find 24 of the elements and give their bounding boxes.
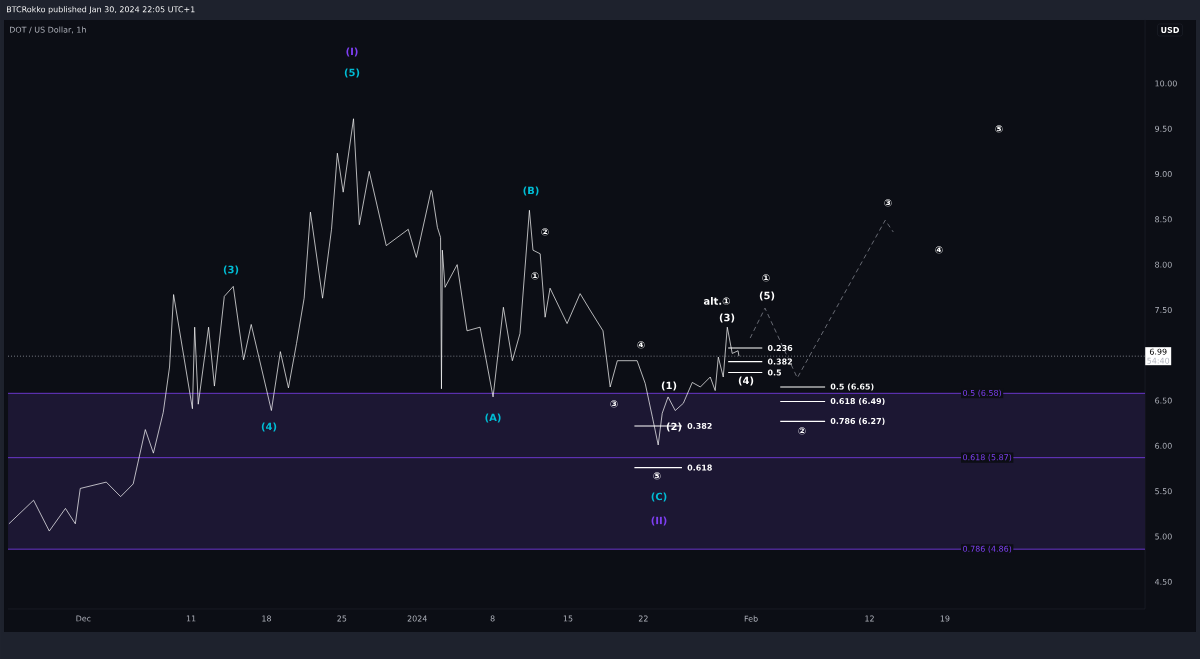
annotation: (4)	[738, 376, 754, 386]
annotation: ③	[610, 400, 618, 408]
annotation: ④	[637, 341, 645, 349]
annotation: ⑤	[995, 125, 1003, 133]
annotation: (5)	[759, 291, 775, 301]
annotation: (3)	[223, 265, 239, 275]
annotation: (3)	[719, 313, 735, 323]
annotation: (I)	[346, 47, 358, 57]
annotation: ①	[531, 272, 539, 280]
annotation: (4)	[261, 422, 277, 432]
annotation: alt.①	[703, 297, 730, 305]
annotation: ②	[541, 228, 549, 236]
annotation: (A)	[485, 413, 501, 423]
annotation: ④	[935, 246, 943, 254]
annotation: (5)	[344, 68, 360, 78]
annotation: ②	[798, 427, 806, 435]
annotation: (1)	[661, 381, 677, 391]
annotation: ①	[762, 274, 770, 282]
annotation: ⑤	[653, 472, 661, 480]
annotation: ③	[884, 199, 892, 207]
annotation: (C)	[651, 492, 667, 502]
annotation: (2)	[666, 422, 682, 432]
annotation: (B)	[523, 186, 539, 196]
annotation: (II)	[651, 516, 667, 526]
